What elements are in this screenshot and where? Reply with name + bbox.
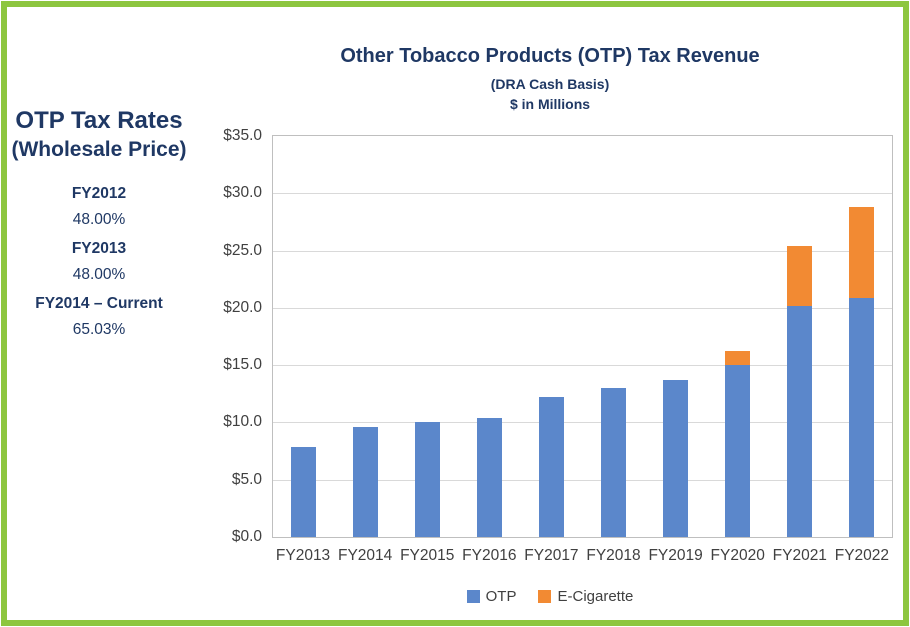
bar-FY2019 (662, 380, 688, 537)
bar-segment-FY2013-otp (291, 446, 317, 537)
bar-FY2014 (353, 427, 379, 537)
legend-swatch-e-cigarette (538, 590, 552, 603)
bar-FY2021 (786, 246, 812, 537)
x-tick-label-FY2019: FY2019 (648, 547, 703, 564)
gridline (273, 422, 892, 424)
bar-FY2020 (724, 351, 750, 537)
bar-slot-FY2018 (583, 136, 645, 537)
bar-slot-FY2015 (397, 136, 459, 537)
tax-rates-list: FY2012 48.00% FY2013 48.00% FY2014 – Current… (8, 181, 190, 343)
gridline (273, 365, 892, 367)
chart-header: Other Tobacco Products (OTP) Tax Revenue… (205, 44, 895, 114)
tax-rates-title-line1: OTP Tax Rates (15, 107, 183, 134)
chart-subtitle-basis: (DRA Cash Basis) (490, 76, 610, 92)
x-tick-label-FY2014: FY2014 (337, 547, 393, 564)
legend-label-otp: OTP (485, 588, 517, 605)
rate-value: 65.03% (72, 321, 126, 338)
x-axis: FY2013 FY2014 FY2015 FY2016 FY2017 FY2018 FY20… (272, 546, 893, 566)
y-tick-label: $10.0 (223, 413, 262, 431)
bar-segment-FY2021-e-cigarette (786, 246, 812, 306)
bar-slot-FY2013 (273, 136, 335, 537)
bar-slot-FY2014 (335, 136, 397, 537)
legend: OTP E-Cigarette (205, 588, 895, 605)
bar-segment-FY2021-otp (786, 305, 812, 537)
gridline (273, 193, 892, 195)
x-tick-label-FY2020: FY2020 (710, 547, 765, 564)
x-tick-label-FY2017: FY2017 (524, 547, 579, 564)
bar-segment-FY2019-otp (662, 380, 688, 537)
chart-title: Other Tobacco Products (OTP) Tax Revenue (340, 45, 760, 67)
bar-slot-FY2017 (521, 136, 583, 537)
y-tick-label: $20.0 (223, 298, 262, 316)
y-tick-label: $5.0 (231, 470, 262, 488)
y-tick-label: $0.0 (231, 528, 262, 545)
gridline (273, 250, 892, 252)
bar-segment-FY2017-otp (539, 397, 565, 537)
bar-FY2015 (415, 422, 441, 537)
tax-rates-panel: OTP Tax Rates (Wholesale Price) FY2012 48… (8, 106, 190, 343)
bar-segment-FY2022-e-cigarette (848, 207, 874, 298)
rate-value: 48.00% (72, 211, 126, 228)
bar-segment-FY2020-otp (724, 365, 750, 537)
rate-period: FY2013 (71, 240, 127, 257)
y-axis: $0.0 $5.0 $10.0 $15.0 $20.0 $25.0 $30.0 $35.0 (186, 127, 262, 545)
x-tick-label-FY2018: FY2018 (586, 547, 641, 564)
gridline (273, 479, 892, 481)
legend-label-e-cigarette: E-Cigarette (557, 588, 634, 605)
rate-value: 48.00% (72, 266, 126, 283)
y-tick-label: $35.0 (223, 127, 262, 144)
x-tick-label-FY2013: FY2013 (275, 547, 331, 564)
x-tick-label-FY2021: FY2021 (772, 547, 827, 564)
y-tick-label: $25.0 (223, 241, 262, 259)
bar-segment-FY2014-otp (353, 427, 379, 537)
legend-item-otp: OTP (466, 588, 517, 605)
bar-segment-FY2018-otp (600, 388, 626, 537)
bar-FY2018 (600, 388, 626, 537)
x-tick-label-FY2016: FY2016 (462, 547, 517, 564)
rate-period: FY2014 – Current (35, 295, 163, 312)
bar-slot-FY2021 (768, 136, 830, 537)
x-tick-label-FY2022: FY2022 (834, 547, 890, 564)
rate-period: FY2012 (71, 185, 127, 202)
chart-subtitle-units: $ in Millions (509, 96, 591, 112)
legend-swatch-otp (466, 590, 480, 603)
bar-FY2017 (539, 397, 565, 537)
bars (273, 136, 892, 537)
y-tick-label: $15.0 (223, 356, 262, 374)
gridline (273, 307, 892, 309)
bar-slot-FY2016 (459, 136, 521, 537)
bar-segment-FY2015-otp (415, 422, 441, 537)
tax-rates-title-line2: (Wholesale Price) (11, 138, 187, 161)
bar-FY2013 (291, 446, 317, 537)
bar-slot-FY2022 (830, 136, 892, 537)
x-tick-label-FY2015: FY2015 (400, 547, 455, 564)
y-tick-label: $30.0 (223, 184, 262, 202)
plot-area (272, 135, 893, 538)
legend-item-e-cigarette: E-Cigarette (538, 588, 633, 605)
bar-segment-FY2016-otp (477, 417, 503, 537)
bar-slot-FY2020 (706, 136, 768, 537)
bar-segment-FY2020-e-cigarette (724, 351, 750, 366)
bar-FY2022 (848, 207, 874, 537)
bar-FY2016 (477, 417, 503, 537)
bar-segment-FY2022-otp (848, 297, 874, 537)
bar-slot-FY2019 (644, 136, 706, 537)
